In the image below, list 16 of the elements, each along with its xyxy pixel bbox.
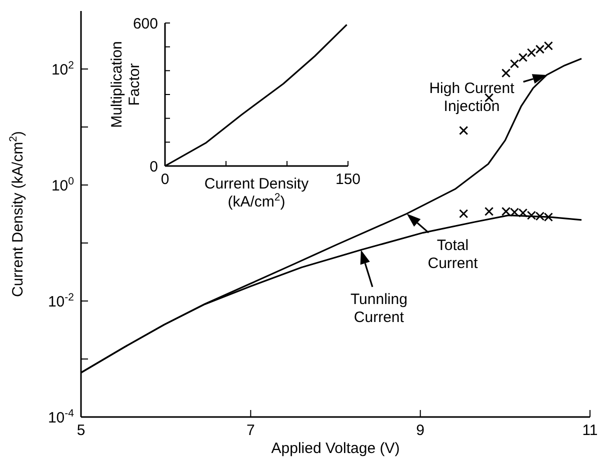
x-tick-label: 7: [246, 422, 255, 439]
x-tick-label: 11: [582, 422, 598, 439]
y-tick-label: 10$^{2}$: [51, 59, 74, 78]
y-tick-label: 10$^{-4}$: [48, 407, 74, 426]
x-axis-title: Applied Voltage (V): [271, 440, 400, 457]
annotation: Tunnling Current: [350, 291, 408, 326]
y-tick-label: 10$^{-2}$: [48, 291, 74, 310]
x-axis-title: Current Density (kA/cm$^{2}$): [204, 176, 310, 210]
x-tick-label: 5: [76, 422, 86, 439]
annotation: High Current Injection: [429, 80, 516, 116]
y-axis-title: Multiplication Factor: [108, 41, 143, 128]
y-tick-label: 10$^{0}$: [51, 175, 74, 194]
x-tick-label: 150: [335, 171, 361, 188]
y-tick-label: 600: [132, 15, 158, 32]
x-tick-label: 9: [416, 422, 425, 439]
annotation: Total Current: [428, 236, 479, 272]
